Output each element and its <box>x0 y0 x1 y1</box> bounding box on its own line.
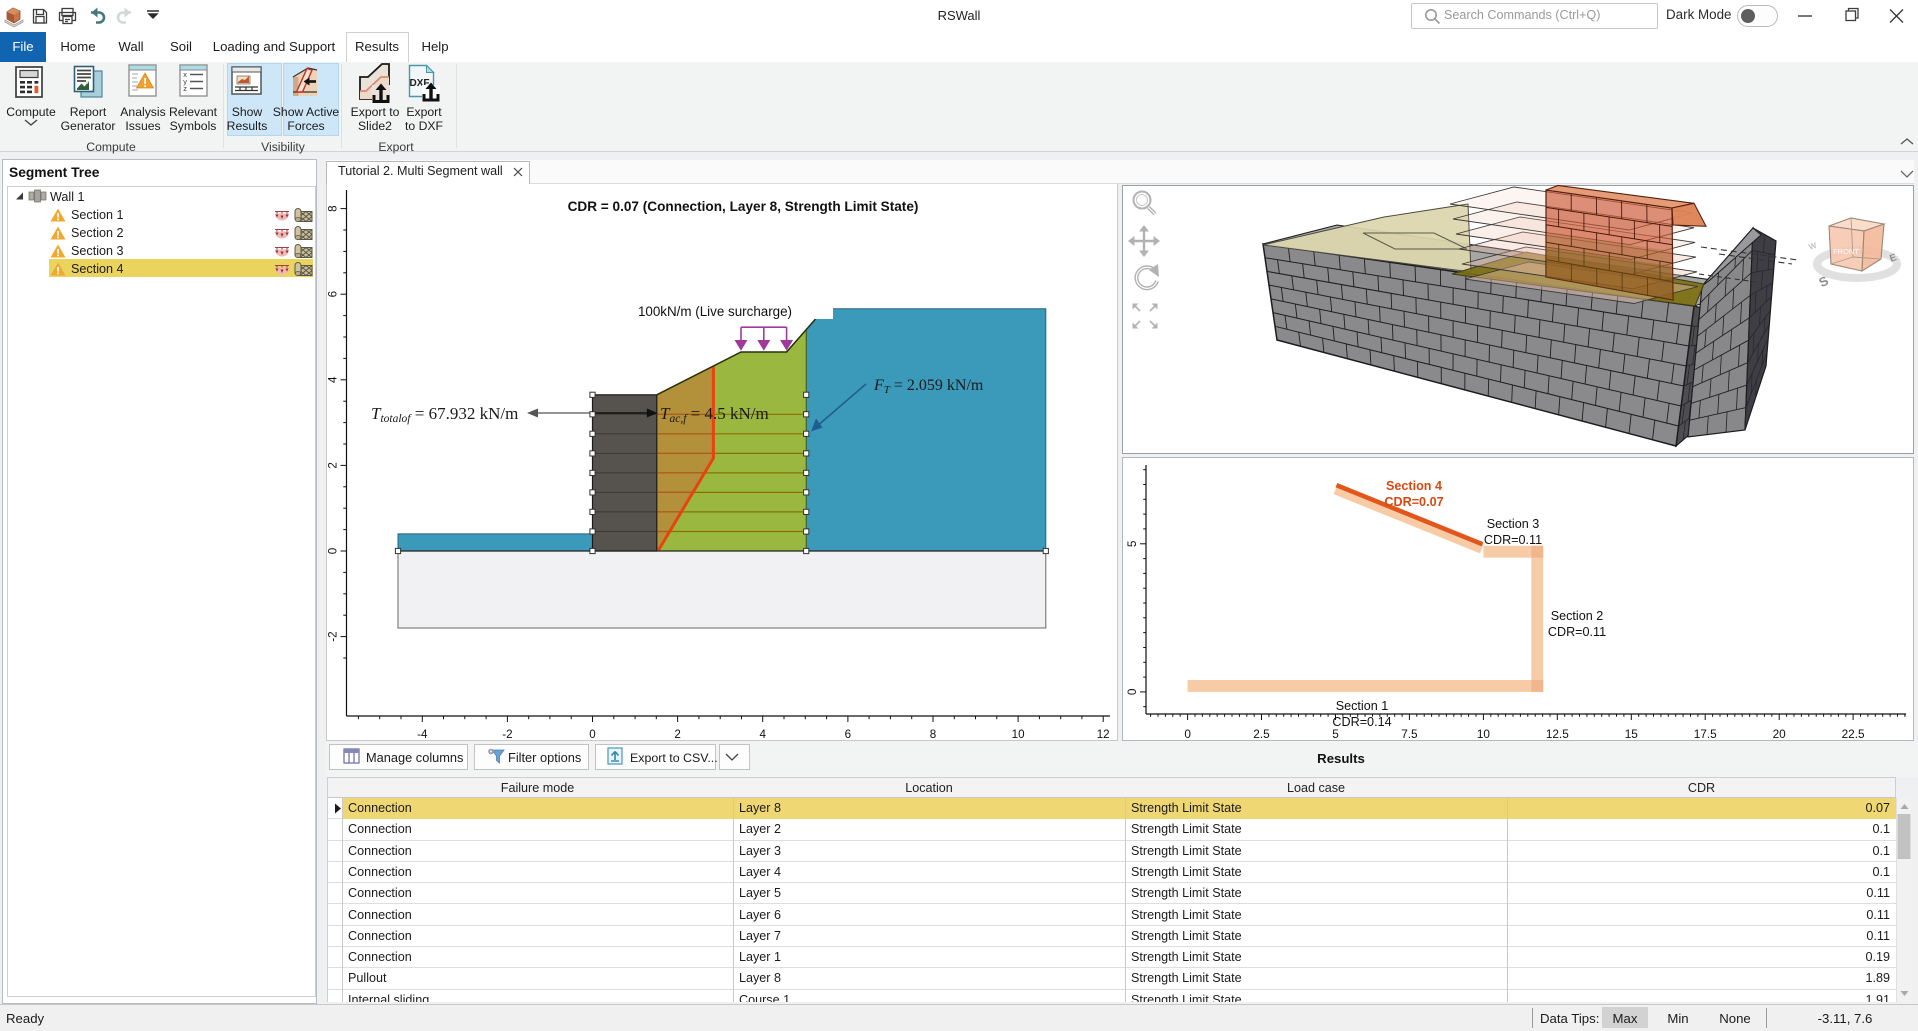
svg-text:-4: -4 <box>417 728 428 741</box>
svg-text:20: 20 <box>1773 727 1787 741</box>
svg-text:FT = 2.059 kN/m: FT = 2.059 kN/m <box>873 377 984 396</box>
svg-text:Ttotalof = 67.932 kN/m: Ttotalof = 67.932 kN/m <box>371 404 518 425</box>
svg-text:Section 2: Section 2 <box>1551 609 1604 623</box>
svg-text:CDR = 0.07 (Connection, Layer: CDR = 0.07 (Connection, Layer 8, Strengt… <box>568 199 919 214</box>
svg-text:W: W <box>1808 241 1819 252</box>
svg-text:Tac,f = 4.5 kN/m: Tac,f = 4.5 kN/m <box>660 404 769 425</box>
svg-text:CDR=0.07: CDR=0.07 <box>1384 495 1443 509</box>
svg-text:Section 4: Section 4 <box>1386 479 1442 493</box>
svg-text:DXF: DXF <box>410 78 430 89</box>
svg-text:Section 1: Section 1 <box>1336 699 1389 713</box>
svg-text:7.5: 7.5 <box>1401 727 1418 741</box>
svg-text:z: z <box>183 86 187 94</box>
svg-text:CDR=0.14: CDR=0.14 <box>1332 715 1391 729</box>
svg-text:2.5: 2.5 <box>1253 727 1270 741</box>
svg-text:-2: -2 <box>502 728 512 741</box>
svg-text:10: 10 <box>1477 727 1491 741</box>
svg-text:Section 3: Section 3 <box>1487 517 1540 531</box>
svg-text:-2: -2 <box>327 631 340 641</box>
svg-text:10: 10 <box>1012 728 1025 741</box>
svg-text:5: 5 <box>1125 540 1139 547</box>
svg-text:0: 0 <box>327 548 340 554</box>
svg-text:12: 12 <box>1097 728 1110 741</box>
svg-text:2: 2 <box>327 462 340 468</box>
svg-text:FRONT: FRONT <box>1833 247 1859 256</box>
svg-text:CDR=0.11: CDR=0.11 <box>1548 625 1606 639</box>
svg-text:4: 4 <box>759 728 766 741</box>
svg-text:2: 2 <box>674 728 680 741</box>
svg-text:0: 0 <box>1125 688 1139 695</box>
svg-text:0: 0 <box>589 728 595 741</box>
svg-text:22.5: 22.5 <box>1842 727 1865 741</box>
svg-text:17.5: 17.5 <box>1694 727 1717 741</box>
svg-text:100kN/m (Live surcharge): 100kN/m (Live surcharge) <box>638 304 792 319</box>
svg-text:6: 6 <box>327 291 340 297</box>
svg-text:12.5: 12.5 <box>1546 727 1569 741</box>
svg-text:0: 0 <box>1184 727 1191 741</box>
svg-text:E: E <box>1888 252 1898 265</box>
svg-text:y: y <box>183 79 187 87</box>
svg-text:6: 6 <box>845 728 851 741</box>
svg-text:8: 8 <box>930 728 936 741</box>
svg-text:8: 8 <box>327 205 340 211</box>
svg-text:4: 4 <box>327 376 340 383</box>
svg-text:15: 15 <box>1625 727 1639 741</box>
svg-text:x: x <box>183 72 187 80</box>
svg-text:CDR=0.11: CDR=0.11 <box>1484 533 1542 547</box>
svg-text:5: 5 <box>1332 727 1339 741</box>
